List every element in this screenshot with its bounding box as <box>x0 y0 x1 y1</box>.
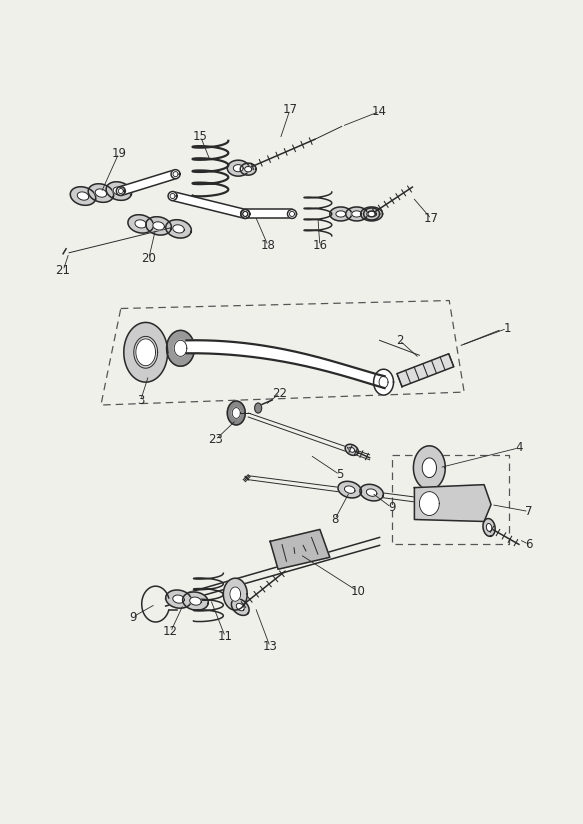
Polygon shape <box>117 186 125 195</box>
Polygon shape <box>174 340 187 356</box>
Polygon shape <box>187 340 385 388</box>
Polygon shape <box>171 192 246 218</box>
Text: 9: 9 <box>388 501 395 514</box>
Text: 11: 11 <box>218 630 233 644</box>
Polygon shape <box>223 578 247 610</box>
Text: 18: 18 <box>261 239 276 252</box>
Polygon shape <box>168 191 177 200</box>
Text: 19: 19 <box>111 147 127 160</box>
Polygon shape <box>241 209 250 218</box>
Polygon shape <box>171 170 180 179</box>
Polygon shape <box>397 353 454 386</box>
Polygon shape <box>240 163 256 176</box>
Text: 5: 5 <box>336 468 343 481</box>
Polygon shape <box>227 401 245 425</box>
Polygon shape <box>245 209 292 218</box>
Polygon shape <box>419 492 440 516</box>
Text: 7: 7 <box>525 505 533 518</box>
Text: 12: 12 <box>163 625 178 639</box>
Polygon shape <box>290 212 294 217</box>
Polygon shape <box>88 184 114 203</box>
Polygon shape <box>71 187 96 205</box>
Polygon shape <box>336 211 346 217</box>
Text: 4: 4 <box>515 442 523 454</box>
Text: 14: 14 <box>372 105 387 118</box>
Polygon shape <box>367 211 377 217</box>
Text: 22: 22 <box>273 386 287 400</box>
Polygon shape <box>95 189 107 197</box>
Text: 3: 3 <box>137 394 145 406</box>
Polygon shape <box>124 322 167 382</box>
Polygon shape <box>243 212 248 217</box>
Polygon shape <box>413 446 445 489</box>
Polygon shape <box>330 207 352 221</box>
Text: 17: 17 <box>424 213 439 226</box>
Polygon shape <box>345 486 355 494</box>
Polygon shape <box>415 485 491 522</box>
Polygon shape <box>422 458 437 478</box>
Polygon shape <box>361 207 382 221</box>
Text: 13: 13 <box>263 640 278 653</box>
Text: 20: 20 <box>141 252 156 265</box>
Polygon shape <box>167 330 195 366</box>
Polygon shape <box>78 192 89 200</box>
Polygon shape <box>106 182 132 200</box>
Polygon shape <box>166 220 191 238</box>
Text: 6: 6 <box>525 538 533 551</box>
Polygon shape <box>189 597 201 605</box>
Polygon shape <box>360 485 384 501</box>
Polygon shape <box>135 220 146 228</box>
Text: 8: 8 <box>331 513 339 526</box>
Polygon shape <box>166 590 191 608</box>
Polygon shape <box>233 165 243 171</box>
Text: 9: 9 <box>129 611 136 624</box>
Polygon shape <box>379 377 388 388</box>
Ellipse shape <box>255 403 262 413</box>
Polygon shape <box>146 217 171 235</box>
Polygon shape <box>287 209 297 218</box>
Polygon shape <box>486 523 492 531</box>
Polygon shape <box>173 171 178 176</box>
Text: 2: 2 <box>396 334 403 347</box>
Polygon shape <box>231 599 249 616</box>
Polygon shape <box>153 222 164 230</box>
Polygon shape <box>243 212 248 217</box>
Polygon shape <box>120 170 177 195</box>
Polygon shape <box>227 160 249 176</box>
Polygon shape <box>173 225 184 233</box>
Text: 16: 16 <box>312 239 328 252</box>
Polygon shape <box>170 194 175 199</box>
Polygon shape <box>349 447 354 452</box>
Polygon shape <box>366 489 377 496</box>
Polygon shape <box>128 215 153 233</box>
Polygon shape <box>182 592 208 611</box>
Polygon shape <box>232 408 240 419</box>
Text: 15: 15 <box>193 130 208 143</box>
Polygon shape <box>236 603 244 611</box>
Polygon shape <box>118 189 124 194</box>
Text: 17: 17 <box>283 103 297 116</box>
Polygon shape <box>346 207 368 221</box>
Polygon shape <box>338 481 361 498</box>
Polygon shape <box>136 339 156 366</box>
Polygon shape <box>173 595 184 603</box>
Polygon shape <box>270 530 330 569</box>
Polygon shape <box>374 369 394 395</box>
Polygon shape <box>230 587 241 602</box>
Text: 10: 10 <box>350 585 365 597</box>
Text: 23: 23 <box>208 433 223 447</box>
Text: 21: 21 <box>55 265 71 277</box>
Polygon shape <box>364 208 380 220</box>
Text: 1: 1 <box>503 322 511 335</box>
Polygon shape <box>368 211 375 217</box>
Polygon shape <box>113 187 125 195</box>
Polygon shape <box>345 444 358 456</box>
Polygon shape <box>352 211 361 217</box>
Polygon shape <box>245 166 252 172</box>
Polygon shape <box>483 518 495 536</box>
Polygon shape <box>241 209 250 218</box>
